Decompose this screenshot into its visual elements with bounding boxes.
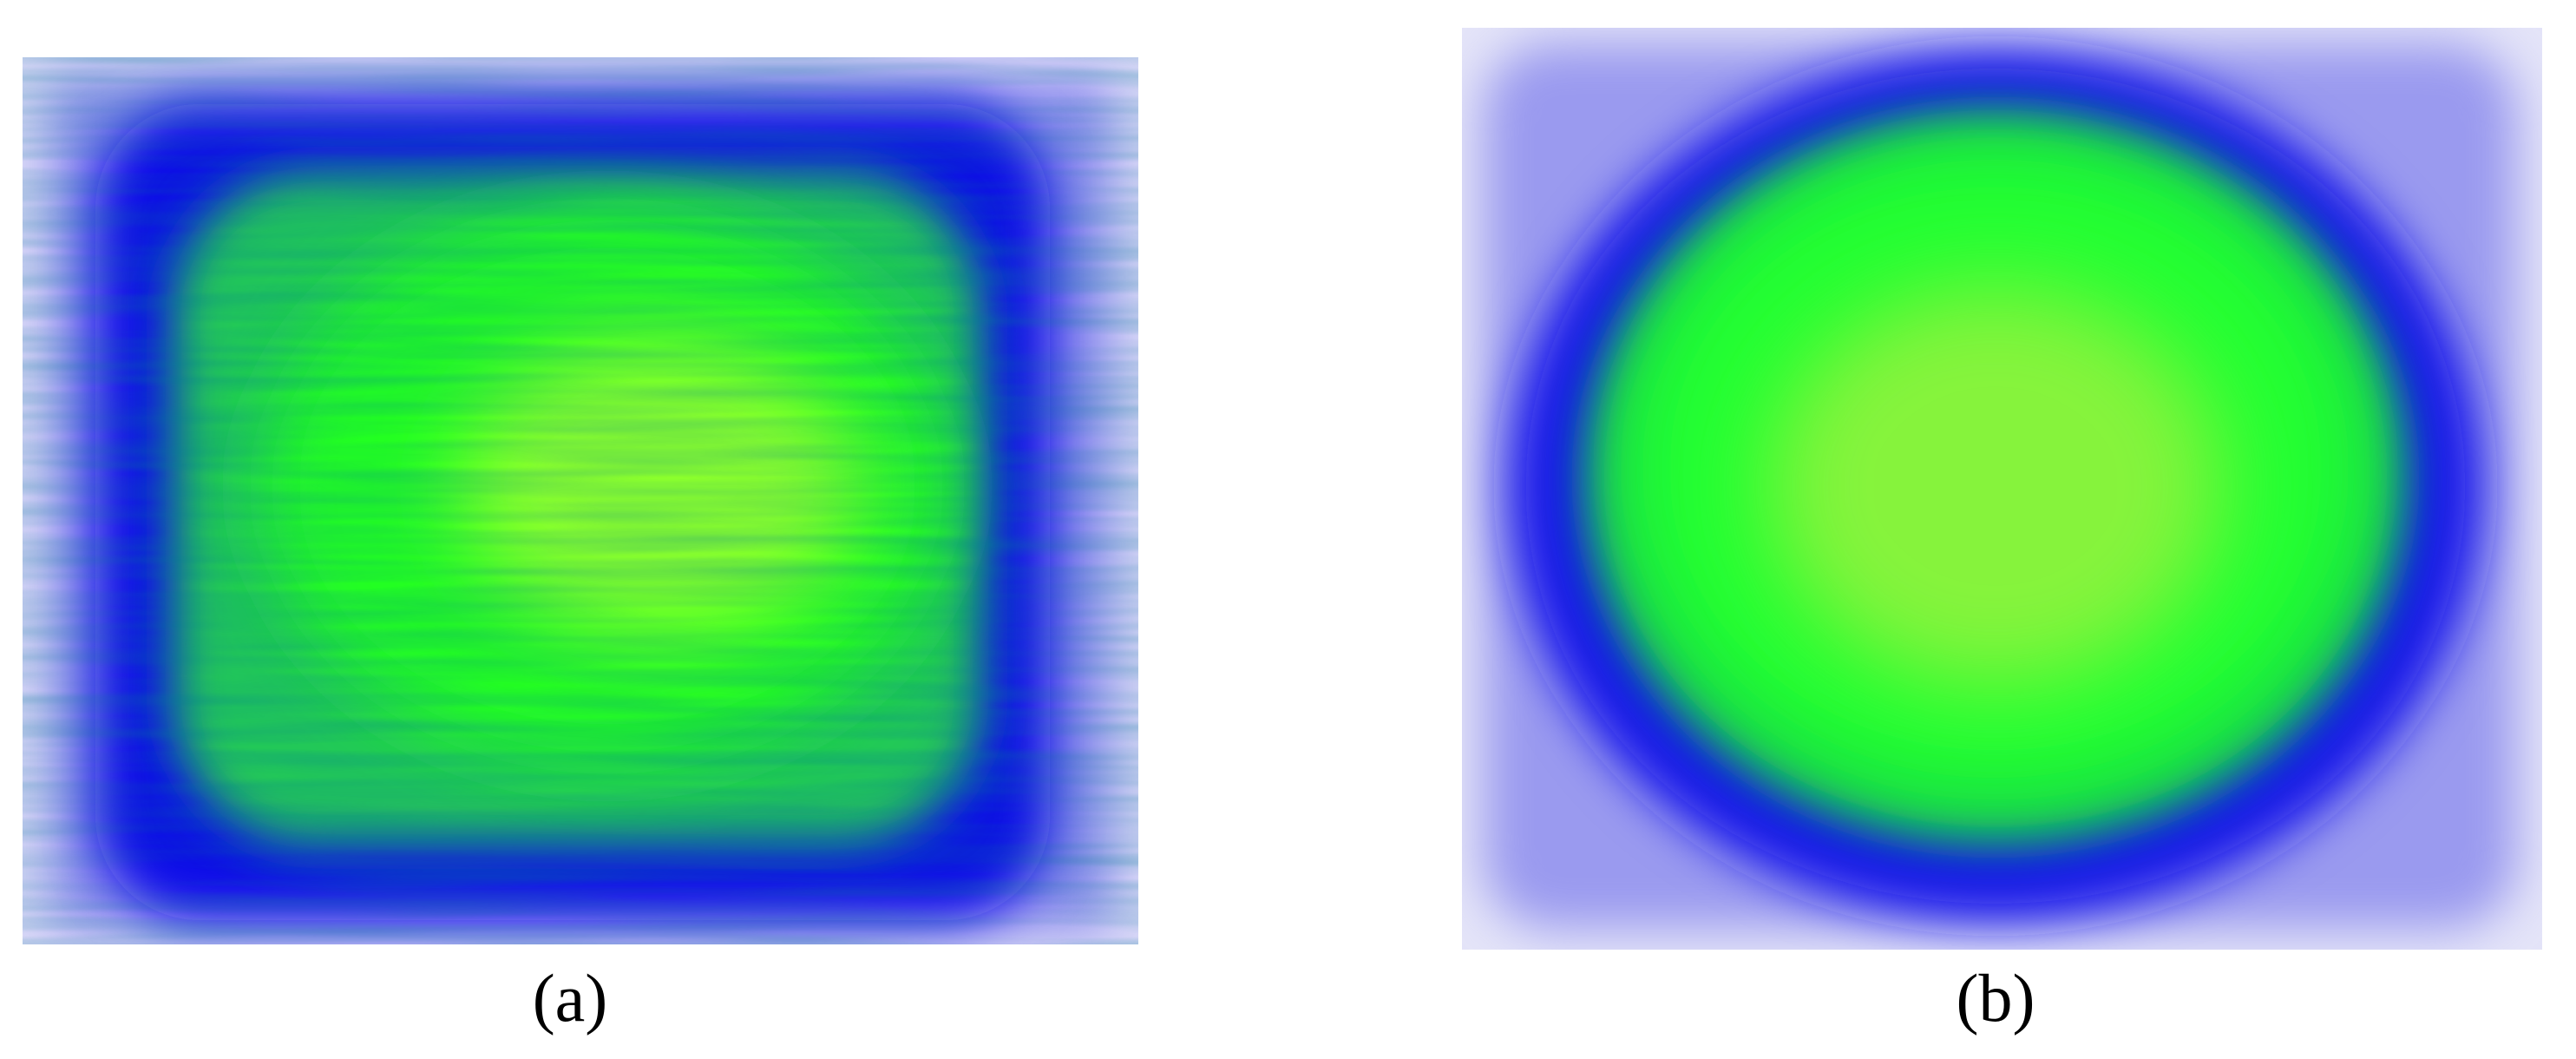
- heatmap-a: [23, 57, 1138, 944]
- heatmap-core: [1770, 286, 2221, 686]
- panel-label: (b): [1957, 960, 2035, 1036]
- heatmap-texture: [23, 57, 1138, 944]
- panel-label: (a): [533, 960, 608, 1036]
- heatmap-b: [1462, 28, 2542, 950]
